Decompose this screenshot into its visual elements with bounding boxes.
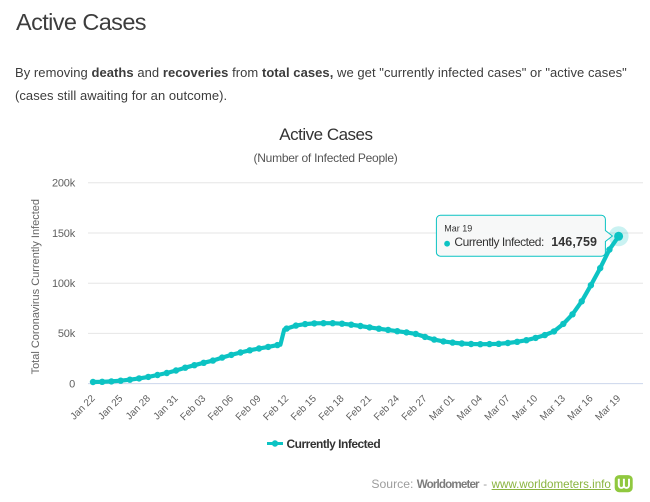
- svg-text:Jan 25: Jan 25: [96, 393, 125, 422]
- svg-text:Mar 13: Mar 13: [538, 393, 568, 423]
- svg-text:100k: 100k: [52, 278, 76, 290]
- svg-text:Mar 04: Mar 04: [455, 393, 485, 423]
- svg-text:Feb 24: Feb 24: [372, 393, 402, 423]
- svg-text:Mar 01: Mar 01: [427, 393, 457, 423]
- svg-text:Mar 19: Mar 19: [444, 224, 472, 234]
- svg-text:0: 0: [69, 378, 75, 390]
- svg-text:Feb 27: Feb 27: [400, 393, 430, 423]
- svg-text:(Number of Infected People): (Number of Infected People): [254, 151, 398, 165]
- svg-text:Feb 09: Feb 09: [234, 393, 264, 423]
- svg-text:Feb 03: Feb 03: [179, 393, 209, 423]
- svg-text:150k: 150k: [52, 228, 76, 240]
- svg-text:Mar 16: Mar 16: [566, 393, 596, 423]
- svg-text:Mar 07: Mar 07: [483, 393, 513, 423]
- svg-text:Feb 12: Feb 12: [261, 393, 291, 423]
- svg-text:Jan 31: Jan 31: [152, 393, 181, 422]
- svg-text:Feb 18: Feb 18: [317, 393, 347, 423]
- svg-text:Currently Infected: Currently Infected: [287, 437, 381, 451]
- svg-text:200k: 200k: [52, 178, 76, 190]
- svg-text:Total Coronavirus Currently In: Total Coronavirus Currently Infected: [30, 199, 42, 374]
- svg-text:Feb 21: Feb 21: [344, 393, 374, 423]
- svg-text:Active Cases: Active Cases: [279, 125, 372, 144]
- svg-text:Feb 06: Feb 06: [206, 393, 236, 423]
- svg-text:Jan 28: Jan 28: [124, 393, 153, 422]
- svg-text:Currently Infected:: Currently Infected:: [454, 235, 544, 249]
- svg-text:Feb 15: Feb 15: [289, 393, 319, 423]
- svg-text:146,759: 146,759: [551, 235, 597, 249]
- svg-text:Jan 22: Jan 22: [69, 393, 98, 422]
- svg-text:Mar 19: Mar 19: [593, 393, 623, 423]
- svg-text:Mar 10: Mar 10: [510, 393, 540, 423]
- svg-text:50k: 50k: [58, 328, 76, 340]
